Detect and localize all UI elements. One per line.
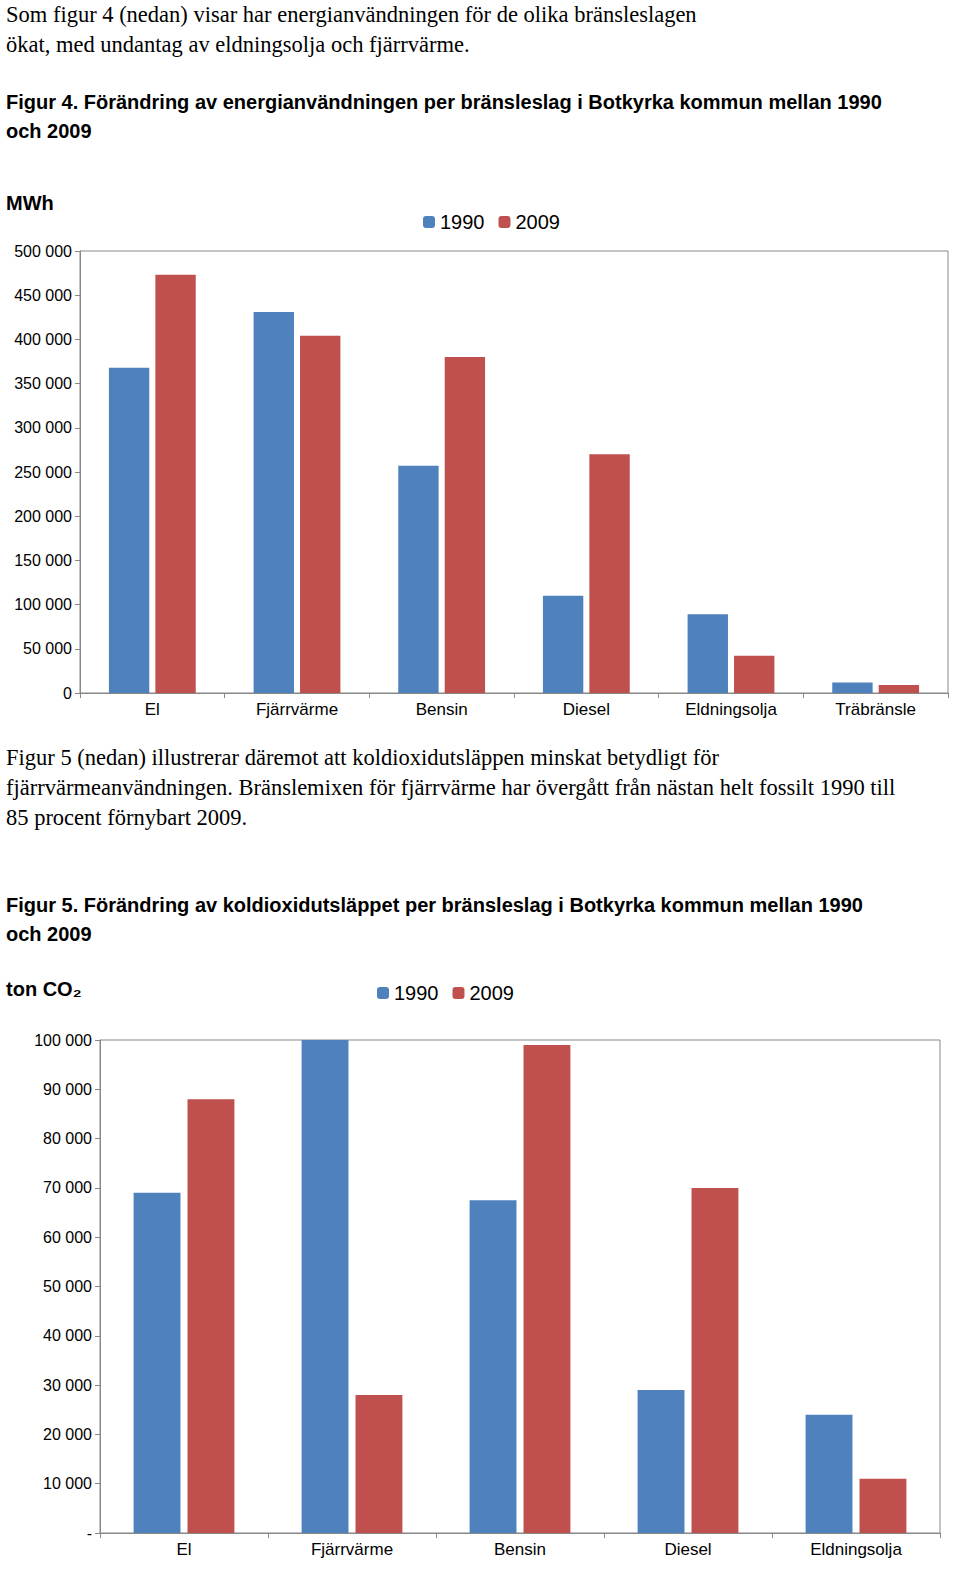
svg-text:2009: 2009	[469, 982, 514, 1004]
svg-text:450 000: 450 000	[14, 287, 72, 304]
svg-text:1990: 1990	[440, 211, 485, 233]
svg-text:80 000: 80 000	[43, 1130, 92, 1147]
svg-text:40 000: 40 000	[43, 1327, 92, 1344]
svg-text:70 000: 70 000	[43, 1179, 92, 1196]
svg-text:100 000: 100 000	[34, 1032, 92, 1049]
html-text:Figur 4. Förändring av energia: Figur 4. Förändring av energianvändninge…	[6, 91, 882, 142]
svg-text:60 000: 60 000	[43, 1229, 92, 1246]
svg-text:El: El	[176, 1540, 191, 1559]
svg-text:1990: 1990	[394, 982, 439, 1004]
svg-text:El: El	[145, 700, 160, 719]
svg-text:300 000: 300 000	[14, 419, 72, 436]
svg-text:250 000: 250 000	[14, 464, 72, 481]
svg-text:50 000: 50 000	[23, 640, 72, 657]
svg-text:ton CO₂: ton CO₂	[6, 978, 82, 1000]
svg-text:Fjärrvärme: Fjärrvärme	[311, 1540, 393, 1559]
svg-text:Fjärrvärme: Fjärrvärme	[256, 700, 338, 719]
svg-text:400 000: 400 000	[14, 331, 72, 348]
svg-text:Eldningsolja: Eldningsolja	[685, 700, 777, 719]
svg-text:10 000: 10 000	[43, 1475, 92, 1492]
svg-text:Bensin: Bensin	[416, 700, 468, 719]
svg-text:150 000: 150 000	[14, 552, 72, 569]
html-text:Figur 5. Förändring av koldiox: Figur 5. Förändring av koldioxidutsläppe…	[6, 894, 863, 945]
html-text:Figur 5 (nedan) illustrerar dä: Figur 5 (nedan) illustrerar däremot att …	[6, 745, 896, 830]
svg-text:2009: 2009	[515, 211, 560, 233]
svg-text:500 000: 500 000	[14, 243, 72, 260]
svg-text:0: 0	[63, 685, 72, 702]
svg-text:50 000: 50 000	[43, 1278, 92, 1295]
svg-text:Eldningsolja: Eldningsolja	[810, 1540, 902, 1559]
html-text:Som figur 4 (nedan) visar har: Som figur 4 (nedan) visar har energianvä…	[6, 2, 697, 57]
svg-text:Träbränsle: Träbränsle	[835, 700, 916, 719]
svg-text:Bensin: Bensin	[494, 1540, 546, 1559]
svg-text:Diesel: Diesel	[563, 700, 610, 719]
svg-text:350 000: 350 000	[14, 375, 72, 392]
svg-text:90 000: 90 000	[43, 1081, 92, 1098]
svg-text:200 000: 200 000	[14, 508, 72, 525]
svg-text:20 000: 20 000	[43, 1426, 92, 1443]
svg-text:MWh: MWh	[6, 192, 54, 214]
svg-text:-: -	[87, 1525, 92, 1542]
svg-text:100 000: 100 000	[14, 596, 72, 613]
svg-text:Diesel: Diesel	[664, 1540, 711, 1559]
svg-text:30 000: 30 000	[43, 1377, 92, 1394]
